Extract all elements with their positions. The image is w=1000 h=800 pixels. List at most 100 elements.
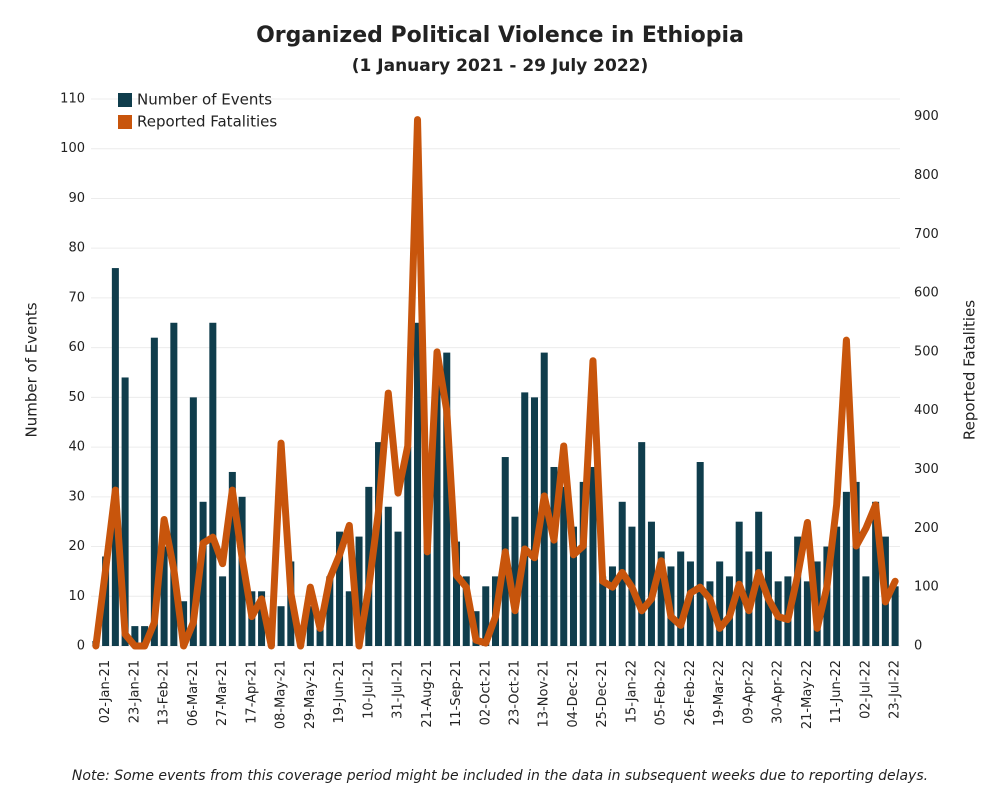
y2-tick-label: 500 [914, 344, 939, 359]
x-tick-label: 21-Aug-21 [420, 660, 435, 728]
y2-tick-label: 400 [914, 403, 939, 418]
x-tick-label: 15-Jan-22 [624, 660, 639, 723]
bar [336, 531, 344, 646]
bar [521, 392, 529, 646]
x-tick-label: 19-Jun-21 [332, 660, 347, 724]
y-tick-label: 30 [68, 489, 85, 504]
legend-swatch [118, 115, 132, 129]
bar [209, 322, 217, 646]
bar [647, 521, 655, 646]
y-tick-label: 60 [68, 340, 85, 355]
bar [833, 526, 841, 646]
bar [326, 576, 334, 646]
x-tick-label: 08-May-21 [274, 660, 289, 729]
bar [423, 541, 431, 646]
bar [219, 576, 227, 646]
bar [141, 626, 149, 646]
bar [677, 551, 685, 646]
bar [433, 362, 441, 646]
y-tick-label: 50 [68, 390, 85, 405]
bar [569, 526, 577, 646]
bar [102, 556, 110, 646]
bar [453, 541, 461, 646]
y2-tick-label: 600 [914, 286, 939, 301]
legend-label: Number of Events [137, 91, 272, 109]
y2-tick-label: 700 [914, 227, 939, 242]
y-tick-label: 100 [60, 141, 85, 156]
bar [511, 516, 519, 646]
fatalities-line [92, 116, 899, 650]
x-tick-label: 27-Mar-21 [215, 660, 230, 726]
bar [638, 442, 646, 646]
x-tick-label: 25-Dec-21 [595, 660, 610, 728]
x-tick-label: 17-Apr-21 [244, 660, 259, 724]
x-tick-label: 02-Jan-21 [98, 660, 113, 723]
legend-swatch [118, 93, 132, 107]
x-tick-label: 23-Jul-22 [888, 660, 903, 719]
x-tick-label: 02-Jul-22 [858, 660, 873, 719]
chart-title: Organized Political Violence in Ethiopia [256, 23, 744, 48]
bar [716, 561, 724, 646]
bar [414, 322, 422, 646]
x-tick-label: 30-Apr-22 [771, 660, 786, 724]
bar [306, 606, 314, 646]
bar [121, 377, 129, 646]
y2-tick-label: 300 [914, 462, 939, 477]
bar [852, 481, 860, 646]
bar [150, 337, 158, 646]
bar [657, 551, 665, 646]
bar [384, 506, 392, 646]
y-tick-label: 20 [68, 539, 85, 554]
chart-subtitle: (1 January 2021 - 29 July 2022) [352, 56, 649, 76]
x-tick-label: 02-Oct-21 [478, 660, 493, 725]
bar [443, 352, 451, 646]
bar [375, 442, 383, 646]
y-tick-label: 90 [68, 191, 85, 206]
bar [579, 481, 587, 646]
bar [355, 536, 363, 646]
x-tick-label: 26-Feb-22 [683, 660, 698, 725]
bar [608, 566, 616, 646]
y2-tick-label: 0 [914, 639, 922, 654]
legend-label: Reported Fatalities [137, 113, 277, 131]
x-tick-label: 19-Mar-22 [712, 660, 727, 726]
bar [160, 546, 168, 646]
bar [803, 581, 811, 646]
bar [111, 268, 119, 646]
bar [599, 576, 607, 646]
bar [170, 322, 178, 646]
x-tick-label: 13-Feb-21 [157, 660, 172, 725]
y-axis-label: Number of Events [23, 302, 41, 437]
y-tick-label: 80 [68, 241, 85, 256]
y2-tick-label: 800 [914, 168, 939, 183]
x-tick-label: 13-Nov-21 [537, 660, 552, 728]
bar [131, 626, 139, 646]
x-tick-label: 29-May-21 [303, 660, 318, 729]
bar [258, 591, 266, 646]
y-tick-label: 40 [68, 440, 85, 455]
bar [189, 397, 197, 646]
bar [228, 471, 236, 646]
bar [404, 447, 412, 646]
x-tick-label: 06-Mar-21 [186, 660, 201, 726]
bar [462, 576, 470, 646]
x-tick-label: 04-Dec-21 [566, 660, 581, 728]
x-tick-label: 11-Sep-21 [449, 660, 464, 727]
x-tick-label: 23-Jan-21 [127, 660, 142, 723]
bar [199, 501, 207, 646]
y-tick-label: 10 [68, 589, 85, 604]
x-tick-label: 21-May-22 [800, 660, 815, 729]
bar [696, 462, 704, 646]
bar [482, 586, 490, 646]
x-tick-label: 10-Jul-21 [361, 660, 376, 719]
bar [530, 397, 538, 646]
x-tick-label: 09-Apr-22 [741, 660, 756, 724]
bar [316, 626, 324, 646]
y2-tick-label: 900 [914, 109, 939, 124]
y2-tick-label: 200 [914, 521, 939, 536]
y2-tick-label: 100 [914, 580, 939, 595]
bar [589, 466, 597, 646]
bar [394, 531, 402, 646]
bar [862, 576, 870, 646]
